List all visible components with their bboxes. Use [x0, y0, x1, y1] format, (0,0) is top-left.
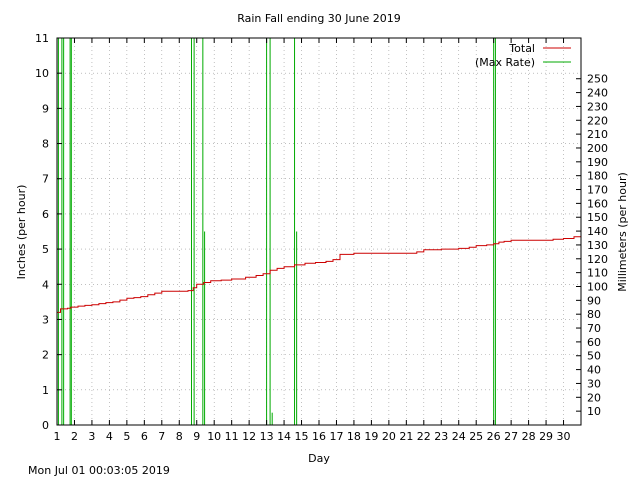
y2-tick-label: 180 — [587, 170, 608, 183]
y2-tick-label: 130 — [587, 239, 608, 252]
x-tick-label: 12 — [242, 430, 256, 443]
x-tick-label: 13 — [260, 430, 274, 443]
total-series — [57, 234, 582, 313]
y-tick-label: 9 — [42, 102, 49, 115]
total-line — [57, 234, 582, 313]
y-tick-label: 10 — [35, 67, 49, 80]
y2-tick-label: 140 — [587, 225, 608, 238]
x-tick-label: 2 — [71, 430, 78, 443]
x-tick-label: 24 — [452, 430, 466, 443]
y2-tick-label: 10 — [587, 405, 601, 418]
x-tick-label: 7 — [158, 430, 165, 443]
y2-tick-label: 110 — [587, 267, 608, 280]
x-tick-label: 20 — [382, 430, 396, 443]
y2-tick-label: 150 — [587, 211, 608, 224]
x-tick-label: 23 — [434, 430, 448, 443]
x-tick-label: 27 — [504, 430, 518, 443]
y2-tick-label: 160 — [587, 197, 608, 210]
x-tick-label: 1 — [54, 430, 61, 443]
y2-tick-label: 200 — [587, 142, 608, 155]
x-tick-label: 8 — [176, 430, 183, 443]
x-tick-label: 18 — [347, 430, 361, 443]
y-tick-label: 2 — [42, 349, 49, 362]
y-tick-label: 6 — [42, 208, 49, 221]
x-axis-label: Day — [308, 452, 330, 465]
y2-tick-label: 190 — [587, 156, 608, 169]
y2-tick-label: 240 — [587, 87, 608, 100]
y-tick-label: 8 — [42, 138, 49, 151]
y2-axis-label: Millimeters (per hour) — [616, 172, 629, 292]
y-tick-label: 1 — [42, 384, 49, 397]
y-tick-label: 4 — [42, 278, 49, 291]
y2-tick-label: 120 — [587, 253, 608, 266]
y2-tick-label: 60 — [587, 336, 601, 349]
x-tick-label: 9 — [193, 430, 200, 443]
x-tick-label: 25 — [469, 430, 483, 443]
y-tick-label: 7 — [42, 173, 49, 186]
x-tick-label: 19 — [364, 430, 378, 443]
x-tick-label: 11 — [225, 430, 239, 443]
legend-label-max-rate: (Max Rate) — [475, 56, 535, 69]
x-tick-label: 4 — [106, 430, 113, 443]
axis-ticks: 1 2 3 4 5 6 7 8 9 10 11 12 13 14 15 16 17 18 19 20 21 22 23 24 2… — [35, 32, 608, 443]
grid — [56, 38, 581, 425]
x-tick-label: 29 — [539, 430, 553, 443]
x-tick-label: 5 — [123, 430, 130, 443]
x-tick-label: 26 — [487, 430, 501, 443]
y2-tick-label: 100 — [587, 280, 608, 293]
y2-tick-label: 210 — [587, 128, 608, 141]
x-tick-label: 14 — [277, 430, 291, 443]
y2-tick-label: 50 — [587, 350, 601, 363]
x-tick-label: 21 — [399, 430, 413, 443]
x-tick-label: 3 — [88, 430, 95, 443]
x-tick-label: 6 — [141, 430, 148, 443]
y2-tick-label: 30 — [587, 377, 601, 390]
chart-title: Rain Fall ending 30 June 2019 — [237, 12, 401, 25]
y-axis-label: Inches (per hour) — [15, 185, 28, 280]
y2-tick-label: 220 — [587, 114, 608, 127]
x-tick-label: 16 — [312, 430, 326, 443]
y2-tick-label: 40 — [587, 364, 601, 377]
x-tick-label: 10 — [207, 430, 221, 443]
x-tick-label: 22 — [417, 430, 431, 443]
y-tick-label: 11 — [35, 32, 49, 45]
y-tick-label: 0 — [42, 419, 49, 432]
x-tick-label: 17 — [329, 430, 343, 443]
x-tick-label: 30 — [557, 430, 571, 443]
legend-label-total: Total — [508, 42, 535, 55]
y2-tick-label: 90 — [587, 294, 601, 307]
y2-tick-label: 230 — [587, 100, 608, 113]
y-tick-label: 3 — [42, 313, 49, 326]
footer-timestamp: Mon Jul 01 00:03:05 2019 — [28, 464, 170, 477]
y-tick-label: 5 — [42, 243, 49, 256]
y2-tick-label: 20 — [587, 391, 601, 404]
legend: Total (Max Rate) — [475, 42, 571, 69]
x-tick-label: 28 — [522, 430, 536, 443]
y2-tick-label: 170 — [587, 184, 608, 197]
y2-tick-label: 250 — [587, 73, 608, 86]
y2-tick-label: 70 — [587, 322, 601, 335]
x-tick-label: 15 — [295, 430, 309, 443]
max-rate-series — [56, 38, 496, 425]
y2-tick-label: 80 — [587, 308, 601, 321]
